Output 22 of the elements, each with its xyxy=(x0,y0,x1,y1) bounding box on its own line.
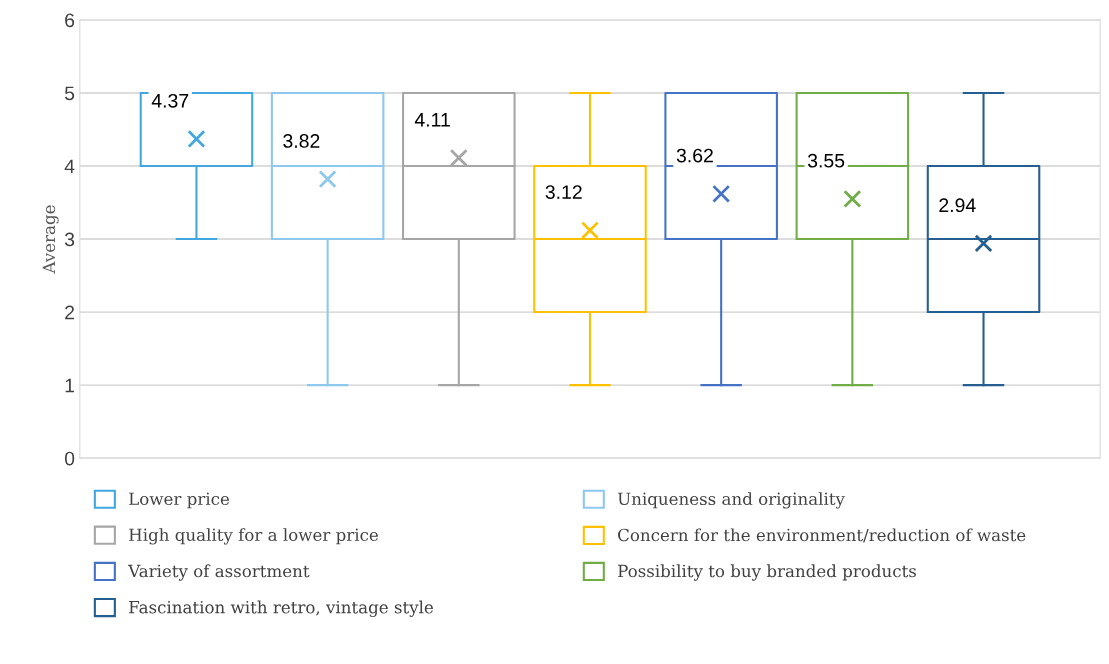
text: 3.62 xyxy=(676,148,713,163)
y-tick-label: 5 xyxy=(64,86,75,101)
y-tick-label: 3 xyxy=(64,232,75,247)
y-tick-label: 4 xyxy=(64,159,75,174)
legend-label: Fascination with retro, vintage style xyxy=(129,600,433,617)
legend-label: Uniqueness and originality xyxy=(617,492,845,509)
y-tick-label: 2 xyxy=(65,305,75,320)
legend-label: Concern for the environment/reduction of waste xyxy=(618,528,1026,543)
legend-label: High quality for a lower price xyxy=(129,528,378,545)
legend-label: Possibility to buy branded products xyxy=(618,564,916,581)
legend-label: Variety of assortment xyxy=(128,564,310,581)
y-tick-label: 1 xyxy=(65,378,75,393)
text: 2.94 xyxy=(939,198,976,213)
text: 3.82 xyxy=(283,134,320,148)
text: 3.12 xyxy=(545,185,582,199)
text: 4.37 xyxy=(151,93,189,108)
y-tick-label: 6 xyxy=(65,13,75,28)
y-axis-title: Average xyxy=(42,205,59,274)
y-tick-label: 0 xyxy=(64,451,75,466)
text: 3.55 xyxy=(807,153,845,168)
legend-label: Lower price xyxy=(129,492,230,509)
text: 4.11 xyxy=(414,113,450,127)
